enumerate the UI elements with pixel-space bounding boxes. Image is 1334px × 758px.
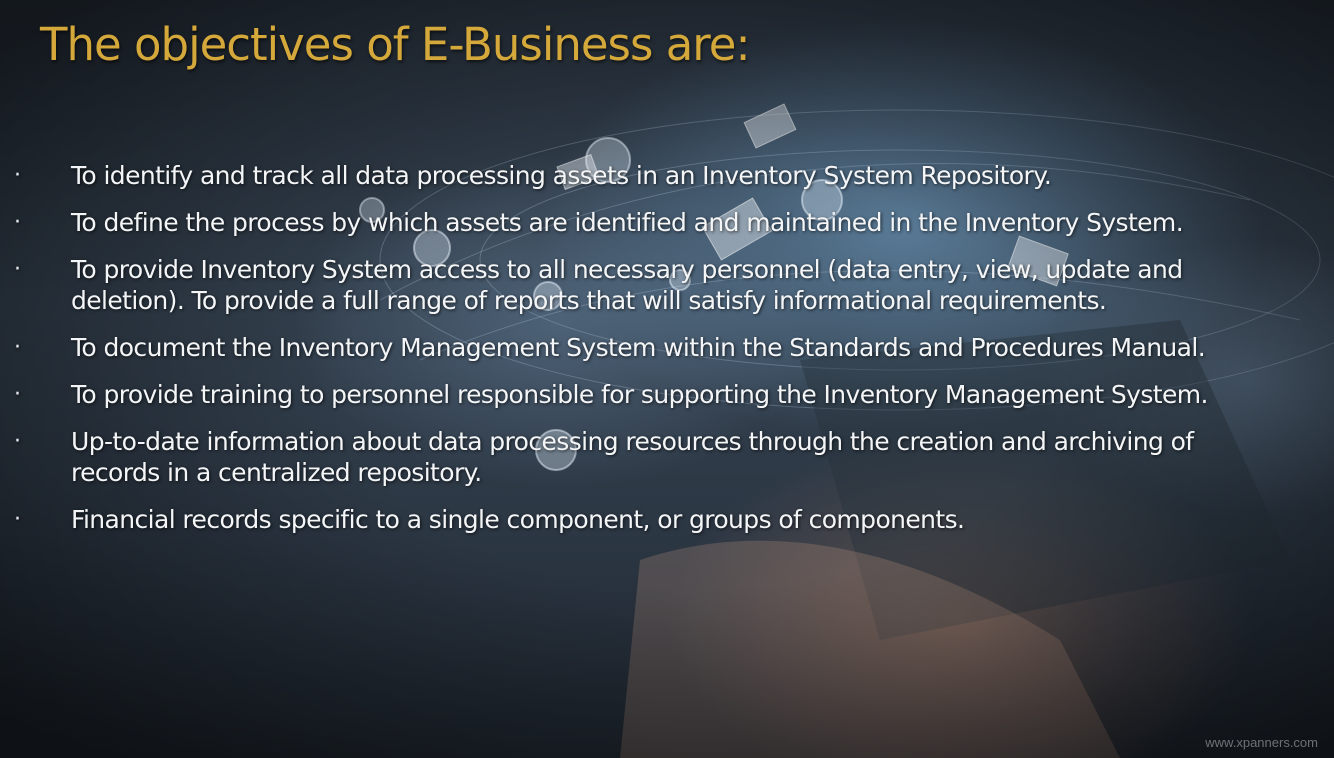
bullet-text: To identify and track all data processin…: [71, 161, 1052, 190]
bullet-dot-icon: ·: [14, 335, 21, 360]
bullet-item: · To document the Inventory Management S…: [0, 332, 1334, 363]
bullet-item: · Up-to-date information about data proc…: [0, 426, 1334, 488]
slide-title: The objectives of E-Business are:: [40, 18, 751, 71]
bullet-dot-icon: ·: [14, 210, 21, 235]
bullet-text: To provide Inventory System access to al…: [71, 255, 1183, 315]
bullet-item: · Financial records specific to a single…: [0, 504, 1334, 535]
bullet-text: Up-to-date information about data proces…: [71, 427, 1194, 487]
bullet-item: · To define the process by which assets …: [0, 207, 1334, 238]
bullet-item: · To provide Inventory System access to …: [0, 254, 1334, 316]
bullet-text: Financial records specific to a single c…: [71, 505, 965, 534]
bullet-list: · To identify and track all data process…: [0, 160, 1334, 551]
bullet-text: To document the Inventory Management Sys…: [71, 333, 1206, 362]
bullet-dot-icon: ·: [14, 257, 21, 282]
bullet-dot-icon: ·: [14, 507, 21, 532]
bullet-text: To define the process by which assets ar…: [71, 208, 1184, 237]
bullet-dot-icon: ·: [14, 382, 21, 407]
bullet-item: · To provide training to personnel respo…: [0, 379, 1334, 410]
bullet-dot-icon: ·: [14, 163, 21, 188]
bullet-text: To provide training to personnel respons…: [71, 380, 1208, 409]
bullet-dot-icon: ·: [14, 429, 21, 454]
bullet-item: · To identify and track all data process…: [0, 160, 1334, 191]
watermark-text: www.xpanners.com: [1205, 735, 1318, 750]
